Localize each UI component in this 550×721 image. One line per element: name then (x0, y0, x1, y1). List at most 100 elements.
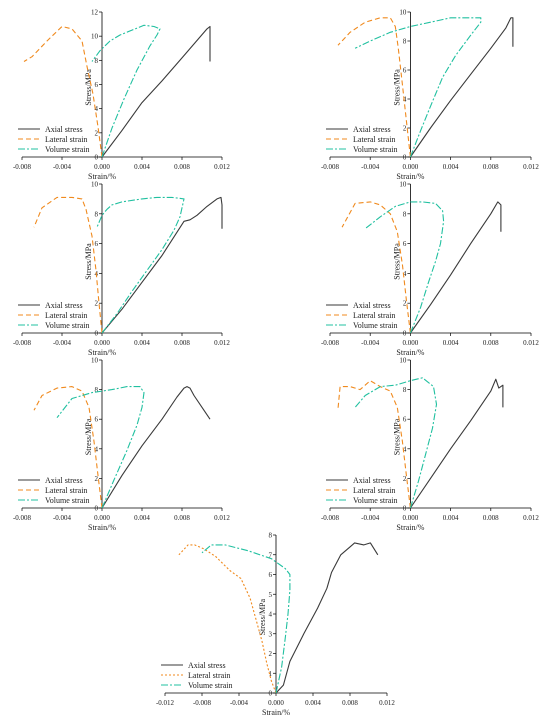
legend-entry: Axial stress (188, 661, 226, 670)
x-tick-label: 0.008 (342, 699, 358, 707)
y-tick-label: 10 (91, 181, 99, 189)
series-line-volume-strain (364, 201, 445, 334)
x-tick-label: -0.004 (53, 339, 72, 347)
y-tick-label: 8 (95, 386, 99, 394)
y-tick-label: 10 (399, 9, 407, 17)
y-tick-label: 6 (269, 571, 273, 579)
y-tick-label: 10 (399, 181, 407, 189)
x-tick-label: 0.008 (174, 163, 190, 171)
y-axis-label: Stress/MPa (392, 69, 401, 106)
y-tick-label: 8 (403, 210, 407, 218)
x-tick-label: 0.012 (214, 339, 230, 347)
y-axis-label: Stress/MPa (84, 418, 93, 455)
x-tick-label: 0.000 (403, 339, 419, 347)
y-tick-label: 0 (95, 505, 99, 513)
x-tick-label: -0.004 (53, 514, 72, 522)
legend-entry: Lateral strain (188, 671, 230, 680)
x-tick-label: 0.012 (214, 514, 230, 522)
y-tick-label: 10 (91, 33, 99, 41)
y-tick-label: 2 (403, 475, 407, 483)
x-tick-label: -0.008 (13, 514, 32, 522)
legend-entry: Lateral strain (45, 486, 87, 495)
x-tick-label: 0.000 (268, 699, 284, 707)
y-tick-label: 2 (403, 125, 407, 133)
y-tick-label: 6 (403, 240, 407, 248)
y-axis-label: Stress/MPa (392, 418, 401, 455)
x-tick-label: -0.008 (193, 699, 212, 707)
x-tick-label: 0.004 (134, 514, 150, 522)
x-tick-label: -0.004 (361, 163, 380, 171)
chart-panel-4: -0.008 -0.004 0.000 0.004 0.008 0.012 0 2 4 6 8 10 S… (321, 181, 539, 358)
x-tick-label: -0.004 (230, 699, 249, 707)
x-tick-label: 0.008 (483, 163, 499, 171)
x-tick-label: -0.008 (321, 514, 340, 522)
y-tick-label: 2 (403, 300, 407, 308)
x-axis-label: Strain/% (262, 708, 290, 717)
x-tick-label: 0.008 (483, 339, 499, 347)
series-line-axial-stress (275, 542, 379, 694)
y-tick-label: 12 (91, 9, 99, 17)
y-tick-label: 6 (95, 416, 99, 424)
chart-panel-1: -0.008 -0.004 0.000 0.004 0.008 0.012 0 2 4 6 8 10 1… (13, 9, 230, 182)
y-tick-label: 0 (403, 330, 407, 338)
y-tick-label: 0 (403, 505, 407, 513)
y-axis-label: Stress/MPa (84, 69, 93, 106)
y-tick-label: 4 (403, 270, 407, 278)
x-tick-label: 0.004 (443, 514, 459, 522)
series-line-lateral-strain (178, 544, 277, 694)
legend-entry: Axial stress (45, 125, 83, 134)
x-tick-label: 0.012 (523, 339, 539, 347)
x-tick-label: 0.008 (174, 339, 190, 347)
x-tick-label: 0.004 (305, 699, 321, 707)
series-line-axial-stress (409, 378, 504, 509)
series-line-volume-strain (354, 17, 482, 158)
x-tick-label: 0.000 (403, 514, 419, 522)
y-tick-label: 0 (95, 330, 99, 338)
y-tick-label: 6 (403, 416, 407, 424)
x-tick-label: -0.004 (361, 514, 380, 522)
y-tick-label: 10 (91, 357, 99, 365)
y-tick-label: 6 (95, 81, 99, 89)
y-tick-label: 3 (269, 630, 273, 638)
x-tick-label: 0.012 (214, 163, 230, 171)
y-tick-label: 6 (403, 67, 407, 75)
y-tick-label: 2 (95, 129, 99, 137)
y-tick-label: 4 (403, 96, 407, 104)
series-line-axial-stress (409, 17, 514, 158)
x-tick-label: -0.008 (321, 339, 340, 347)
legend-entry: Lateral strain (353, 311, 395, 320)
x-tick-label: 0.008 (483, 514, 499, 522)
x-tick-label: 0.004 (443, 339, 459, 347)
x-tick-label: 0.000 (94, 163, 110, 171)
series-line-lateral-strain (33, 196, 103, 334)
series-line-lateral-strain (33, 386, 103, 509)
series-line-volume-strain (354, 377, 438, 509)
y-tick-label: 4 (95, 105, 99, 113)
x-tick-label: 0.008 (174, 514, 190, 522)
series-line-axial-stress (101, 25, 211, 158)
y-tick-label: 8 (95, 210, 99, 218)
legend-entry: Volume strain (45, 145, 90, 154)
y-axis-label: Stress/MPa (392, 243, 401, 280)
legend-entry: Lateral strain (353, 486, 395, 495)
y-tick-label: 7 (269, 551, 273, 559)
y-tick-label: 6 (95, 240, 99, 248)
y-tick-label: 8 (403, 38, 407, 46)
legend-entry: Axial stress (353, 125, 391, 134)
series-line-volume-strain (56, 386, 145, 509)
y-tick-label: 4 (403, 445, 407, 453)
series-line-axial-stress (409, 201, 502, 334)
chart-panel-6: -0.008 -0.004 0.000 0.004 0.008 0.012 0 2 4 6 8 10 S… (321, 357, 539, 533)
series-line-axial-stress (101, 386, 211, 509)
y-tick-label: 10 (399, 357, 407, 365)
chart-panel-3: -0.008 -0.004 0.000 0.004 0.008 0.0120246810S… (13, 181, 230, 358)
y-tick-label: 0 (403, 154, 407, 162)
